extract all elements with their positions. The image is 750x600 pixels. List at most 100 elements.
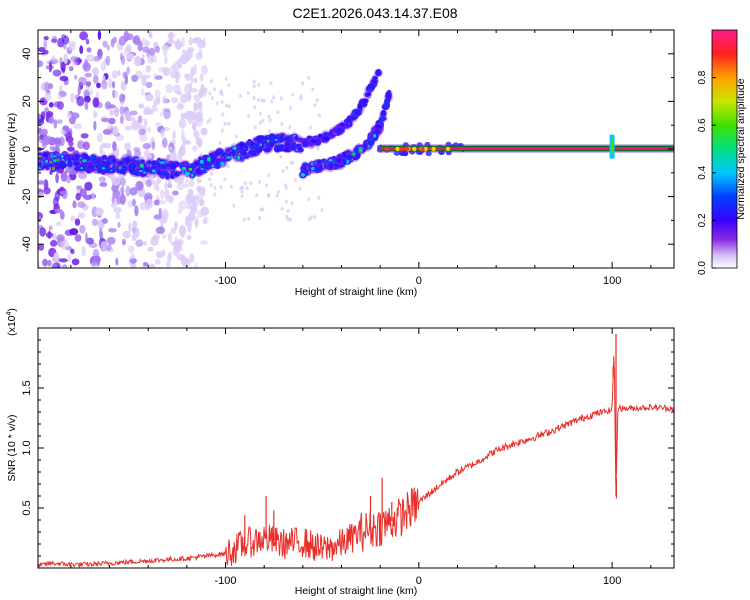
noise-blob — [140, 88, 145, 96]
noise-blob — [40, 111, 46, 121]
main-trace-blob — [255, 135, 264, 143]
noise-blob — [100, 142, 107, 149]
noise-blob — [131, 262, 136, 268]
noise-blob — [291, 92, 295, 97]
noise-blob — [59, 84, 63, 93]
noise-blob — [100, 61, 107, 72]
carrier-blob — [399, 151, 405, 157]
noise-blob — [195, 137, 200, 146]
noise-blob — [285, 185, 288, 190]
noise-blob — [210, 171, 213, 176]
noise-blob — [172, 84, 181, 94]
rising-branch-a-core — [373, 78, 377, 84]
noise-blob — [128, 222, 132, 233]
noise-blob — [99, 182, 108, 187]
snr-axes: -100 0 100 0.5 1.0 1.5 — [21, 328, 674, 587]
noise-blob — [261, 118, 265, 123]
noise-blob — [38, 119, 45, 126]
lower-branch-core — [351, 152, 356, 157]
noise-blob — [91, 68, 98, 75]
noise-blob — [52, 232, 57, 243]
noise-blob — [307, 75, 311, 80]
noise-blob — [200, 240, 209, 245]
colorbar-gradient — [712, 30, 737, 268]
noise-blob — [290, 201, 294, 205]
noise-blob — [167, 179, 172, 187]
main-trace-blob — [169, 162, 177, 170]
noise-blob — [81, 245, 87, 257]
noise-blob — [163, 189, 170, 199]
noise-blob — [161, 208, 169, 218]
noise-blob — [143, 262, 149, 267]
noise-blob — [311, 87, 315, 92]
lower-branch-core — [358, 148, 363, 153]
noise-blob — [313, 214, 317, 219]
colorbar-ticks: 0.0 0.2 0.4 0.6 0.8 — [697, 70, 716, 275]
noise-blob — [114, 90, 118, 99]
carrier-dot — [384, 146, 389, 152]
noise-blob — [227, 83, 231, 88]
noise-blob — [133, 55, 142, 67]
noise-blob — [79, 224, 86, 234]
noise-blob — [84, 58, 89, 70]
noise-blob — [208, 177, 212, 182]
noise-blob — [43, 36, 49, 41]
noise-blob — [227, 121, 231, 126]
main-trace-blob — [240, 149, 247, 156]
noise-blob — [223, 121, 227, 126]
noise-blob — [189, 253, 195, 263]
noise-blob — [148, 31, 153, 39]
noise-blob — [223, 177, 227, 182]
main-trace-core — [227, 156, 232, 159]
rising-branch-a-core — [312, 139, 316, 144]
noise-blob — [286, 209, 290, 214]
noise-blob — [252, 95, 256, 100]
snr-xtick-label: -100 — [214, 575, 236, 587]
noise-blob — [289, 106, 292, 111]
noise-blob — [56, 234, 65, 242]
noise-blob — [111, 81, 116, 89]
noise-blob — [198, 87, 207, 98]
rising-branch-b-blob — [380, 109, 387, 117]
noise-blob — [132, 220, 138, 228]
noise-blob — [60, 61, 66, 72]
snr-ytick-label: 1.5 — [21, 380, 33, 395]
noise-blob — [149, 263, 156, 268]
noise-blob — [110, 202, 117, 208]
noise-blob — [232, 203, 236, 208]
main-trace-core — [246, 142, 249, 146]
noise-blob — [38, 60, 44, 68]
spectrogram-ytick-label: 0 — [21, 146, 33, 152]
noise-blob — [193, 202, 197, 212]
main-trace-core — [216, 164, 221, 167]
noise-blob — [139, 202, 147, 211]
noise-blob — [192, 145, 198, 152]
noise-blob — [184, 179, 189, 184]
snr-ytick-label: 0.5 — [21, 500, 33, 515]
carrier-dot — [395, 146, 400, 152]
noise-blob — [44, 92, 52, 102]
main-trace-core — [220, 161, 225, 166]
spectrogram-panel: -100 0 100 -40 -20 0 20 40 Height of straight l… — [6, 29, 675, 298]
main-trace-blob — [261, 140, 268, 144]
noise-blob — [101, 241, 107, 249]
noise-blob — [258, 120, 262, 125]
noise-blob — [218, 141, 222, 145]
noise-blob — [174, 70, 181, 81]
noise-blob — [313, 103, 317, 108]
noise-blob — [108, 77, 112, 89]
noise-blob — [177, 178, 182, 186]
colorbar-label: Normalized spectral amplitude — [735, 78, 747, 219]
noise-blob — [195, 193, 204, 200]
noise-blob — [194, 216, 199, 226]
rising-branch-b-core — [368, 140, 373, 145]
main-trace-core — [207, 157, 211, 162]
rising-branch-a-blob — [303, 140, 309, 146]
noise-blob — [167, 252, 172, 264]
noise-blob — [76, 96, 85, 107]
carrier-dot — [431, 146, 436, 152]
noise-blob — [120, 55, 126, 66]
noise-blob — [98, 176, 106, 183]
rising-branch-a-core — [367, 92, 370, 97]
rising-branch-b-blob — [385, 92, 392, 100]
